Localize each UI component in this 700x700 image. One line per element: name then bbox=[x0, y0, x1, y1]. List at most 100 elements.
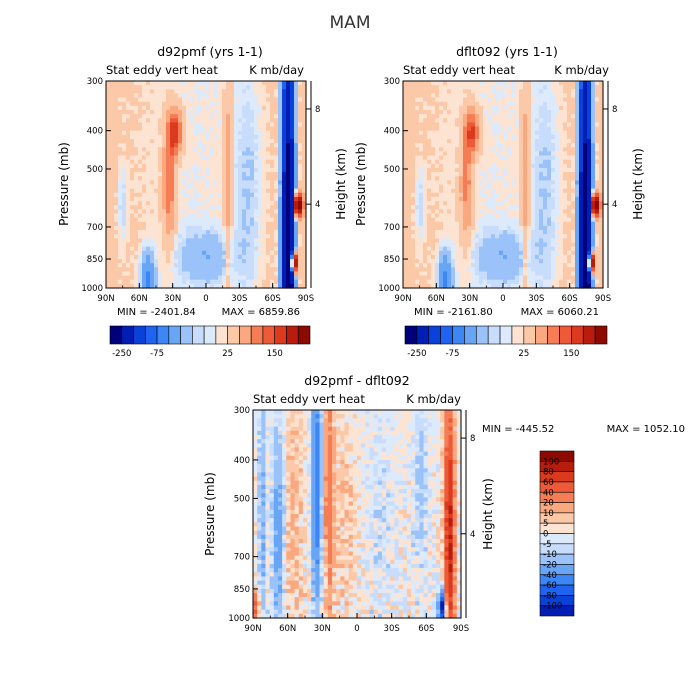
heatmap-cell bbox=[186, 130, 191, 136]
heatmap-cell bbox=[411, 89, 416, 95]
heatmap-cell bbox=[162, 151, 167, 157]
heatmap-cell bbox=[194, 134, 199, 140]
heatmap-cell bbox=[170, 114, 175, 119]
heatmap-cell bbox=[455, 250, 460, 256]
heatmap-cell bbox=[166, 217, 171, 223]
heatmap-cell bbox=[118, 259, 123, 264]
heatmap-cell bbox=[190, 101, 195, 107]
heatmap-cell bbox=[487, 259, 492, 264]
heatmap-cell bbox=[435, 130, 440, 136]
heatmap-cell bbox=[531, 259, 536, 264]
heatmap-cell bbox=[162, 81, 167, 86]
heatmap-cell bbox=[218, 138, 223, 144]
heatmap-cell bbox=[126, 196, 131, 202]
heatmap-cell bbox=[503, 130, 508, 136]
heatmap-cell bbox=[162, 143, 167, 148]
heatmap-cell bbox=[254, 97, 259, 103]
heatmap-cell bbox=[126, 213, 131, 219]
heatmap-cell bbox=[571, 234, 576, 239]
heatmap-cell bbox=[519, 105, 524, 111]
heatmap-cell bbox=[146, 126, 151, 132]
heatmap-cell bbox=[238, 180, 243, 186]
heatmap-cell bbox=[218, 134, 223, 140]
heatmap-cell bbox=[178, 155, 183, 161]
heatmap-cell bbox=[471, 101, 476, 107]
heatmap-cell bbox=[463, 138, 468, 144]
heatmap-cell bbox=[427, 192, 432, 198]
heatmap-cell bbox=[230, 163, 235, 169]
heatmap-cell bbox=[218, 209, 223, 215]
heatmap-cell bbox=[162, 246, 167, 252]
heatmap-cell bbox=[270, 155, 275, 161]
heatmap-cell bbox=[222, 155, 227, 161]
heatmap-cell bbox=[106, 271, 111, 277]
heatmap-cell bbox=[234, 138, 239, 144]
heatmap-cell bbox=[499, 230, 504, 235]
heatmap-cell bbox=[591, 263, 596, 268]
heatmap-cell bbox=[118, 242, 123, 248]
heatmap-cell bbox=[419, 205, 424, 210]
heatmap-cell bbox=[290, 196, 295, 202]
heatmap-cell bbox=[222, 259, 227, 264]
heatmap-cell bbox=[158, 196, 163, 202]
heatmap-cell bbox=[170, 172, 175, 177]
heatmap-cell bbox=[515, 192, 520, 198]
heatmap-cell bbox=[206, 155, 211, 161]
heatmap-cell bbox=[495, 192, 500, 198]
heatmap-cell bbox=[234, 283, 239, 289]
heatmap-cell bbox=[254, 114, 259, 119]
heatmap-cell bbox=[134, 221, 139, 227]
heatmap-cell bbox=[206, 93, 211, 99]
heatmap-cell bbox=[535, 217, 540, 223]
heatmap-cell bbox=[294, 259, 299, 264]
heatmap-cell bbox=[415, 209, 420, 215]
heatmap-cell bbox=[174, 205, 179, 210]
heatmap-cell bbox=[583, 279, 588, 285]
heatmap-cell bbox=[274, 213, 279, 219]
heatmap-cell bbox=[246, 205, 251, 210]
heatmap-cell bbox=[583, 155, 588, 161]
heatmap-cell bbox=[210, 205, 215, 210]
heatmap-cell bbox=[210, 122, 215, 128]
heatmap-cell bbox=[563, 279, 568, 285]
heatmap-cell bbox=[447, 138, 452, 144]
heatmap-cell bbox=[286, 93, 291, 99]
heatmap-cell bbox=[198, 283, 203, 289]
heatmap-cell bbox=[415, 279, 420, 285]
heatmap-cell bbox=[266, 122, 271, 128]
heatmap-cell bbox=[182, 230, 187, 235]
heatmap-cell bbox=[294, 81, 299, 86]
heatmap-cell bbox=[471, 105, 476, 111]
heatmap-cell bbox=[495, 263, 500, 268]
heatmap-cell bbox=[527, 93, 532, 99]
heatmap-cell bbox=[579, 105, 584, 111]
heatmap-cell bbox=[198, 201, 203, 206]
heatmap-cell bbox=[166, 234, 171, 239]
heatmap-cell bbox=[487, 201, 492, 206]
heatmap-cell bbox=[483, 85, 488, 90]
heatmap-cell bbox=[491, 263, 496, 268]
heatmap-cell bbox=[415, 230, 420, 235]
heatmap-cell bbox=[475, 230, 480, 235]
heatmap-cell bbox=[178, 101, 183, 107]
heatmap-cell bbox=[431, 283, 436, 289]
heatmap-cell bbox=[230, 138, 235, 144]
heatmap-cell bbox=[162, 147, 167, 152]
heatmap-cell bbox=[250, 122, 255, 128]
heatmap-cell bbox=[106, 118, 111, 123]
heatmap-cell bbox=[431, 147, 436, 152]
heatmap-cell bbox=[443, 89, 448, 95]
heatmap-cell bbox=[218, 172, 223, 177]
heatmap-cell bbox=[194, 159, 199, 165]
heatmap-cell bbox=[298, 201, 303, 206]
heatmap-cell bbox=[495, 267, 500, 273]
heatmap-cell bbox=[531, 201, 536, 206]
heatmap-cell bbox=[162, 134, 167, 140]
heatmap-cell bbox=[435, 188, 440, 194]
heatmap-cell bbox=[455, 184, 460, 190]
heatmap-cell bbox=[130, 114, 135, 119]
heatmap-cell bbox=[126, 234, 131, 239]
heatmap-cell bbox=[567, 167, 572, 173]
heatmap-cell bbox=[515, 180, 520, 186]
colorbar-label: 25 bbox=[222, 349, 233, 359]
